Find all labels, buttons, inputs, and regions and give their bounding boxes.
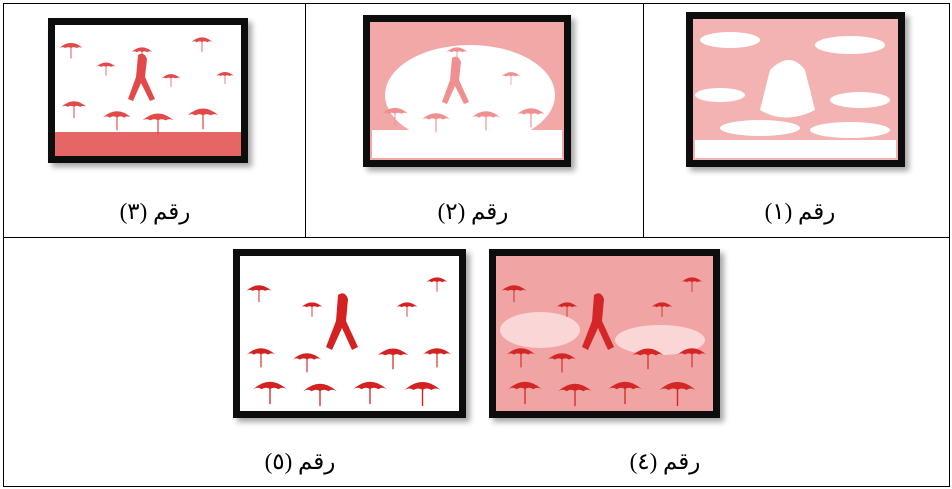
caption: رقم (٤) xyxy=(629,449,701,474)
image-3 xyxy=(48,18,248,163)
table-border xyxy=(3,3,950,487)
image-1 xyxy=(686,12,905,167)
caption: رقم (٥) xyxy=(264,449,336,474)
image-2 xyxy=(363,15,571,167)
caption: رقم (١) xyxy=(764,199,836,224)
caption: رقم (٣) xyxy=(119,199,191,224)
caption: رقم (٢) xyxy=(437,199,509,224)
image-5 xyxy=(233,249,466,418)
image-4 xyxy=(489,249,720,418)
